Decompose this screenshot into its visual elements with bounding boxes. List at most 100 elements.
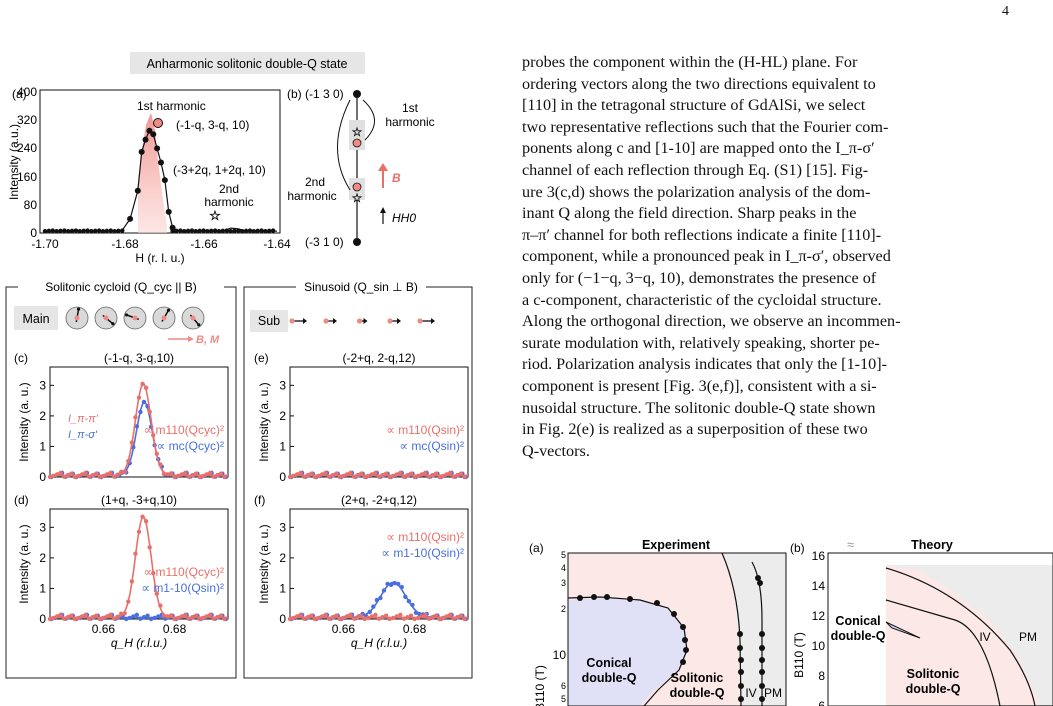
data-point: [312, 616, 318, 622]
data-point: [151, 432, 156, 438]
ytick: 1: [279, 581, 286, 595]
data-point: [190, 472, 195, 478]
data-point: [86, 616, 92, 621]
data-point: [209, 228, 214, 234]
data-point: [376, 616, 382, 621]
data-point: [376, 474, 382, 479]
data-point: [403, 594, 408, 599]
panel-a-xticks: -1.70 -1.68 -1.66 -1.64: [31, 237, 291, 251]
data-point: [154, 451, 159, 456]
ytick: 0: [30, 226, 37, 240]
panel-c-label: (c): [14, 351, 28, 365]
data-point: [287, 474, 293, 480]
data-point: [168, 613, 174, 618]
data-point: [161, 177, 168, 184]
data-point: [122, 611, 127, 616]
data-point: [150, 131, 157, 138]
spin-center: [190, 315, 196, 321]
data-point: [147, 409, 152, 415]
data-point: [115, 472, 120, 477]
data-point: [305, 614, 310, 620]
sub-dot: [323, 318, 329, 324]
spin-center: [132, 315, 138, 321]
data-point: [458, 613, 464, 618]
data-point: [215, 472, 220, 478]
data-point: [172, 474, 177, 480]
data-point: [412, 616, 417, 622]
spin-tip: [124, 313, 129, 317]
data-point: [302, 474, 307, 479]
data-point: [158, 462, 163, 467]
data-point: [294, 614, 300, 619]
data-point: [218, 613, 224, 618]
body-line: nusoidal structure. The solitonic double…: [522, 398, 876, 417]
data-point: [455, 614, 460, 620]
data-point: [462, 616, 467, 622]
data-point: [146, 127, 153, 134]
body-line: π–π′ channel for both reflections indica…: [522, 225, 882, 244]
data-point: [405, 614, 410, 620]
data-point: [120, 228, 125, 233]
b-field: B: [392, 171, 401, 185]
xlabel: q_H (r.l.u.): [351, 636, 407, 650]
data-point: [401, 474, 407, 479]
panel-c-title: (-1-q, 3-q,10): [104, 351, 174, 365]
data-point: [156, 614, 161, 619]
data-point: [433, 613, 439, 618]
data-point: [371, 604, 376, 609]
data-point: [448, 612, 453, 618]
bm-label: B, M: [196, 334, 220, 346]
data-point: [426, 474, 432, 479]
legend-red: ∝ m110(Qsin)²: [386, 530, 464, 544]
data-point: [138, 148, 145, 155]
small-panels: (c) (-1-q, 3-q,10) 0 1 2 3 Intensity (a. u.) I_…: [14, 351, 469, 650]
main-label: Main: [22, 312, 49, 326]
data-point: [165, 208, 172, 215]
data-point: [232, 228, 237, 234]
data-point: [152, 615, 157, 621]
data-point: [423, 470, 428, 476]
data-point: [54, 614, 60, 619]
data-point: [337, 616, 343, 622]
data-point: [193, 613, 199, 618]
data-point: [218, 471, 224, 476]
data-point: [158, 603, 163, 608]
sinusoid-header-bg: [296, 280, 426, 294]
spin-circles: [65, 306, 205, 330]
data-point: [391, 615, 396, 621]
data-point: [50, 228, 55, 233]
data-point: [200, 615, 206, 621]
data-point: [154, 591, 159, 596]
data-point: [367, 609, 372, 615]
arrow-1st: [362, 99, 375, 141]
data-point: [319, 472, 325, 477]
data-point: [270, 228, 276, 233]
data-point: [426, 616, 432, 621]
data-point: [197, 228, 202, 234]
body-paragraph: probes the component within the (H-HL) p…: [522, 52, 1016, 462]
bragg-bottom: [353, 238, 361, 246]
data-point: [42, 229, 48, 234]
ann-1st-harmonic: 1st harmonic: [137, 99, 206, 113]
data-point: [312, 474, 318, 480]
ylabel: Intensity (a. u.): [257, 524, 271, 603]
data-point: [85, 228, 90, 233]
data-point: [134, 187, 141, 194]
panel-e-title: (-2+q, 2-q,12): [342, 351, 415, 365]
ann-q1: (-1-q, 3-q, 10): [176, 118, 249, 132]
panel-d-label: (d): [14, 493, 29, 507]
data-point: [401, 616, 407, 621]
data-point: [430, 472, 435, 478]
body-line: component, while a pronounced peak in I_…: [522, 247, 891, 266]
body-line: surate modulation with, relatively speak…: [522, 333, 880, 352]
data-point: [96, 228, 102, 233]
data-point: [348, 470, 353, 476]
data-point: [430, 614, 435, 620]
data-point: [62, 228, 67, 233]
data-point: [251, 229, 256, 234]
data-point: [369, 614, 375, 619]
data-point: [413, 610, 419, 616]
sinusoid-header: Sinusoid (Q_sin ⊥ B): [304, 280, 418, 294]
data-point: [437, 474, 442, 480]
